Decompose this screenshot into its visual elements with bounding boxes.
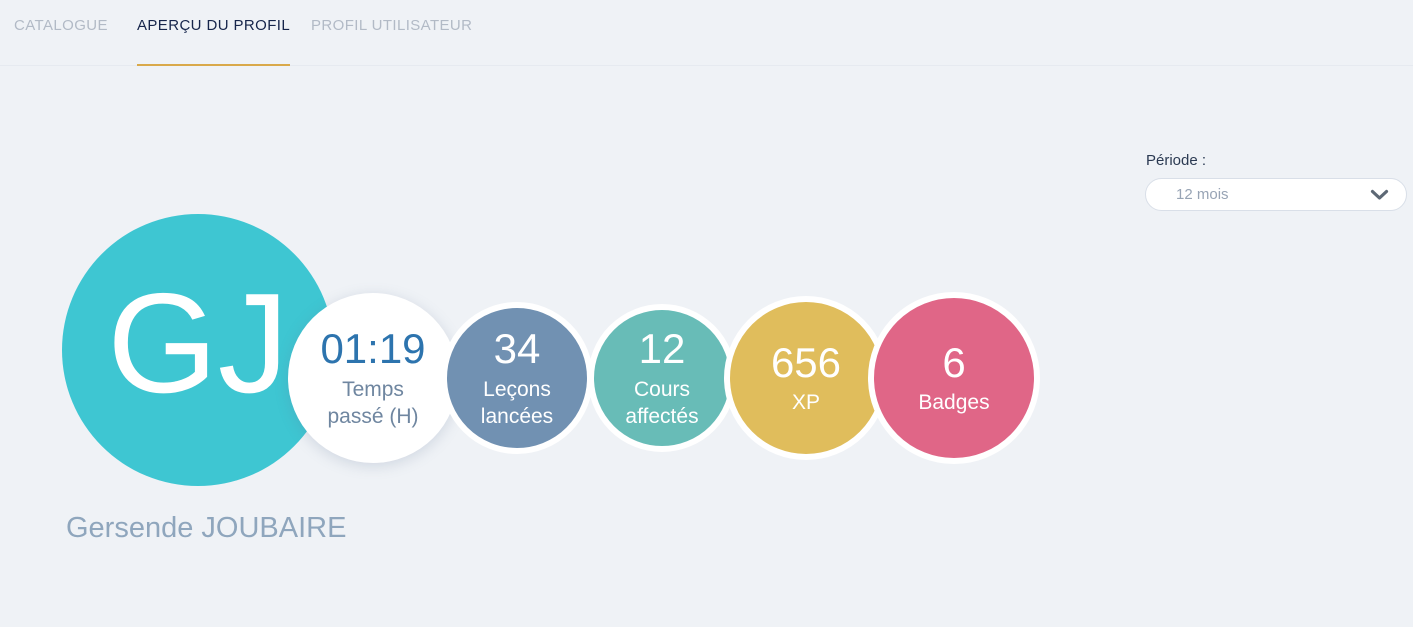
period-selector-group: Période : 12 mois bbox=[1145, 152, 1407, 211]
stat-circle-courses-assigned: 12 Cours affectés bbox=[588, 304, 736, 452]
tab-catalogue[interactable]: CATALOGUE bbox=[14, 17, 108, 34]
stat-value-lessons-started: 34 bbox=[493, 325, 541, 373]
stat-label-courses-assigned: Cours affectés bbox=[625, 377, 699, 428]
stat-value-xp: 656 bbox=[770, 338, 842, 386]
stat-circle-time-spent: 01:19 Temps passé (H) bbox=[288, 293, 458, 463]
stat-label-time-spent: Temps passé (H) bbox=[327, 377, 419, 428]
stat-circle-badges: 6 Badges bbox=[868, 292, 1040, 464]
stat-circle-xp: 656 XP bbox=[724, 296, 888, 460]
stat-value-courses-assigned: 12 bbox=[638, 325, 686, 373]
period-dropdown[interactable]: 12 mois bbox=[1145, 178, 1407, 211]
stat-label-lessons-started: Leçons lancées bbox=[480, 377, 554, 428]
stat-label-xp: XP bbox=[791, 391, 820, 415]
period-selected-value: 12 mois bbox=[1176, 186, 1229, 203]
tab-bar: CATALOGUE APERÇU DU PROFIL PROFIL UTILIS… bbox=[0, 0, 1413, 66]
tab-profil-utilisateur[interactable]: PROFIL UTILISATEUR bbox=[311, 17, 473, 34]
stat-value-badges: 6 bbox=[942, 338, 966, 386]
stat-circle-lessons-started: 34 Leçons lancées bbox=[441, 302, 593, 454]
user-name: Gersende JOUBAIRE bbox=[66, 512, 347, 544]
stat-label-badges: Badges bbox=[918, 391, 990, 415]
stat-value-time-spent: 01:19 bbox=[320, 325, 426, 373]
avatar: GJ bbox=[62, 214, 334, 486]
tab-apercu-du-profil[interactable]: APERÇU DU PROFIL bbox=[137, 0, 291, 66]
chevron-down-icon bbox=[1370, 189, 1389, 201]
period-label: Période : bbox=[1146, 152, 1207, 169]
